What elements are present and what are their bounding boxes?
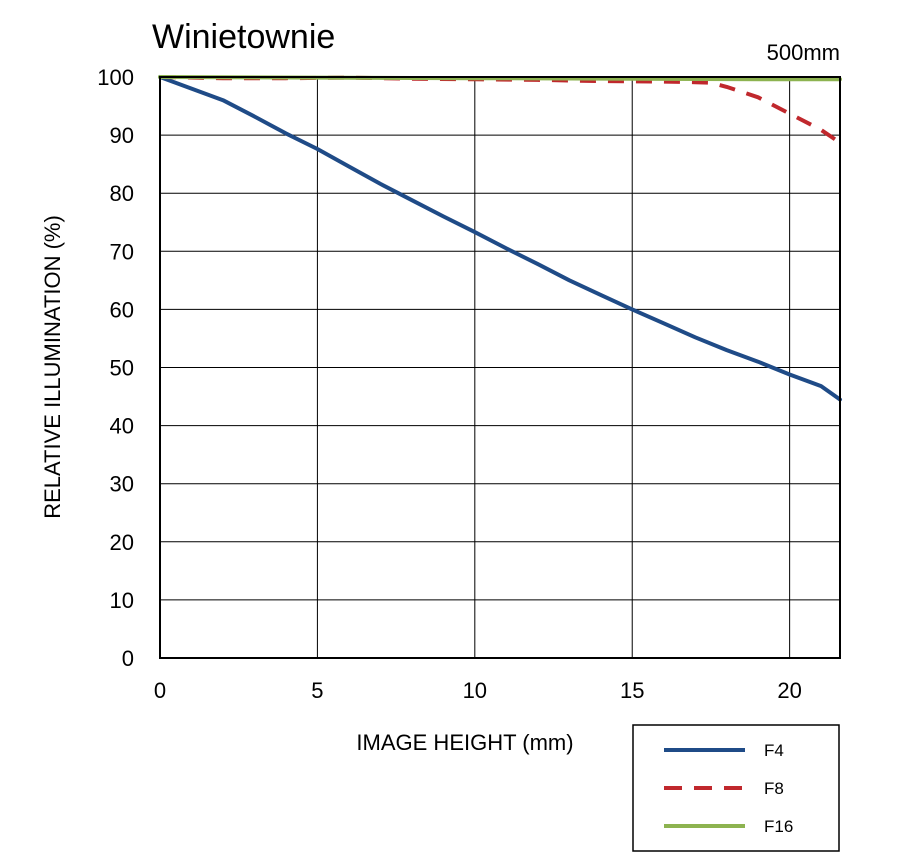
y-tick-label: 60 [110, 297, 134, 322]
chart-subtitle: 500mm [767, 40, 840, 65]
legend-label-f16: F16 [764, 817, 793, 836]
legend-label-f4: F4 [764, 741, 784, 760]
legend-items: F4 F8 F16 [664, 741, 793, 836]
series-lines [158, 75, 842, 402]
x-tick-label: 5 [311, 678, 323, 703]
y-tick-label: 10 [110, 588, 134, 613]
x-tick-label: 20 [777, 678, 801, 703]
y-tick-label: 100 [97, 65, 134, 90]
x-tick-label: 15 [620, 678, 644, 703]
y-tick-label: 20 [110, 530, 134, 555]
y-tick-label: 30 [110, 472, 134, 497]
legend-label-f8: F8 [764, 779, 784, 798]
x-tick-labels: 0 5 10 15 20 [154, 678, 802, 703]
y-tick-label: 40 [110, 414, 134, 439]
y-tick-label: 50 [110, 356, 134, 381]
x-axis-label: IMAGE HEIGHT (mm) [356, 730, 573, 755]
series-line-f4 [158, 75, 842, 402]
y-tick-label: 0 [122, 646, 134, 671]
legend: F4 F8 F16 [632, 724, 840, 852]
y-tick-label: 70 [110, 239, 134, 264]
series-line-f8 [159, 75, 842, 145]
grid-lines [159, 76, 840, 659]
y-tick-label: 80 [110, 181, 134, 206]
chart-title: Winietownie [152, 18, 335, 56]
y-axis-label: RELATIVE ILLUMINATION (%) [40, 215, 65, 519]
x-tick-label: 0 [154, 678, 166, 703]
y-tick-label: 90 [110, 123, 134, 148]
plot-frame [159, 76, 841, 659]
y-tick-labels: 0 10 20 30 40 50 60 70 80 90 100 [97, 65, 134, 671]
x-tick-label: 10 [463, 678, 487, 703]
